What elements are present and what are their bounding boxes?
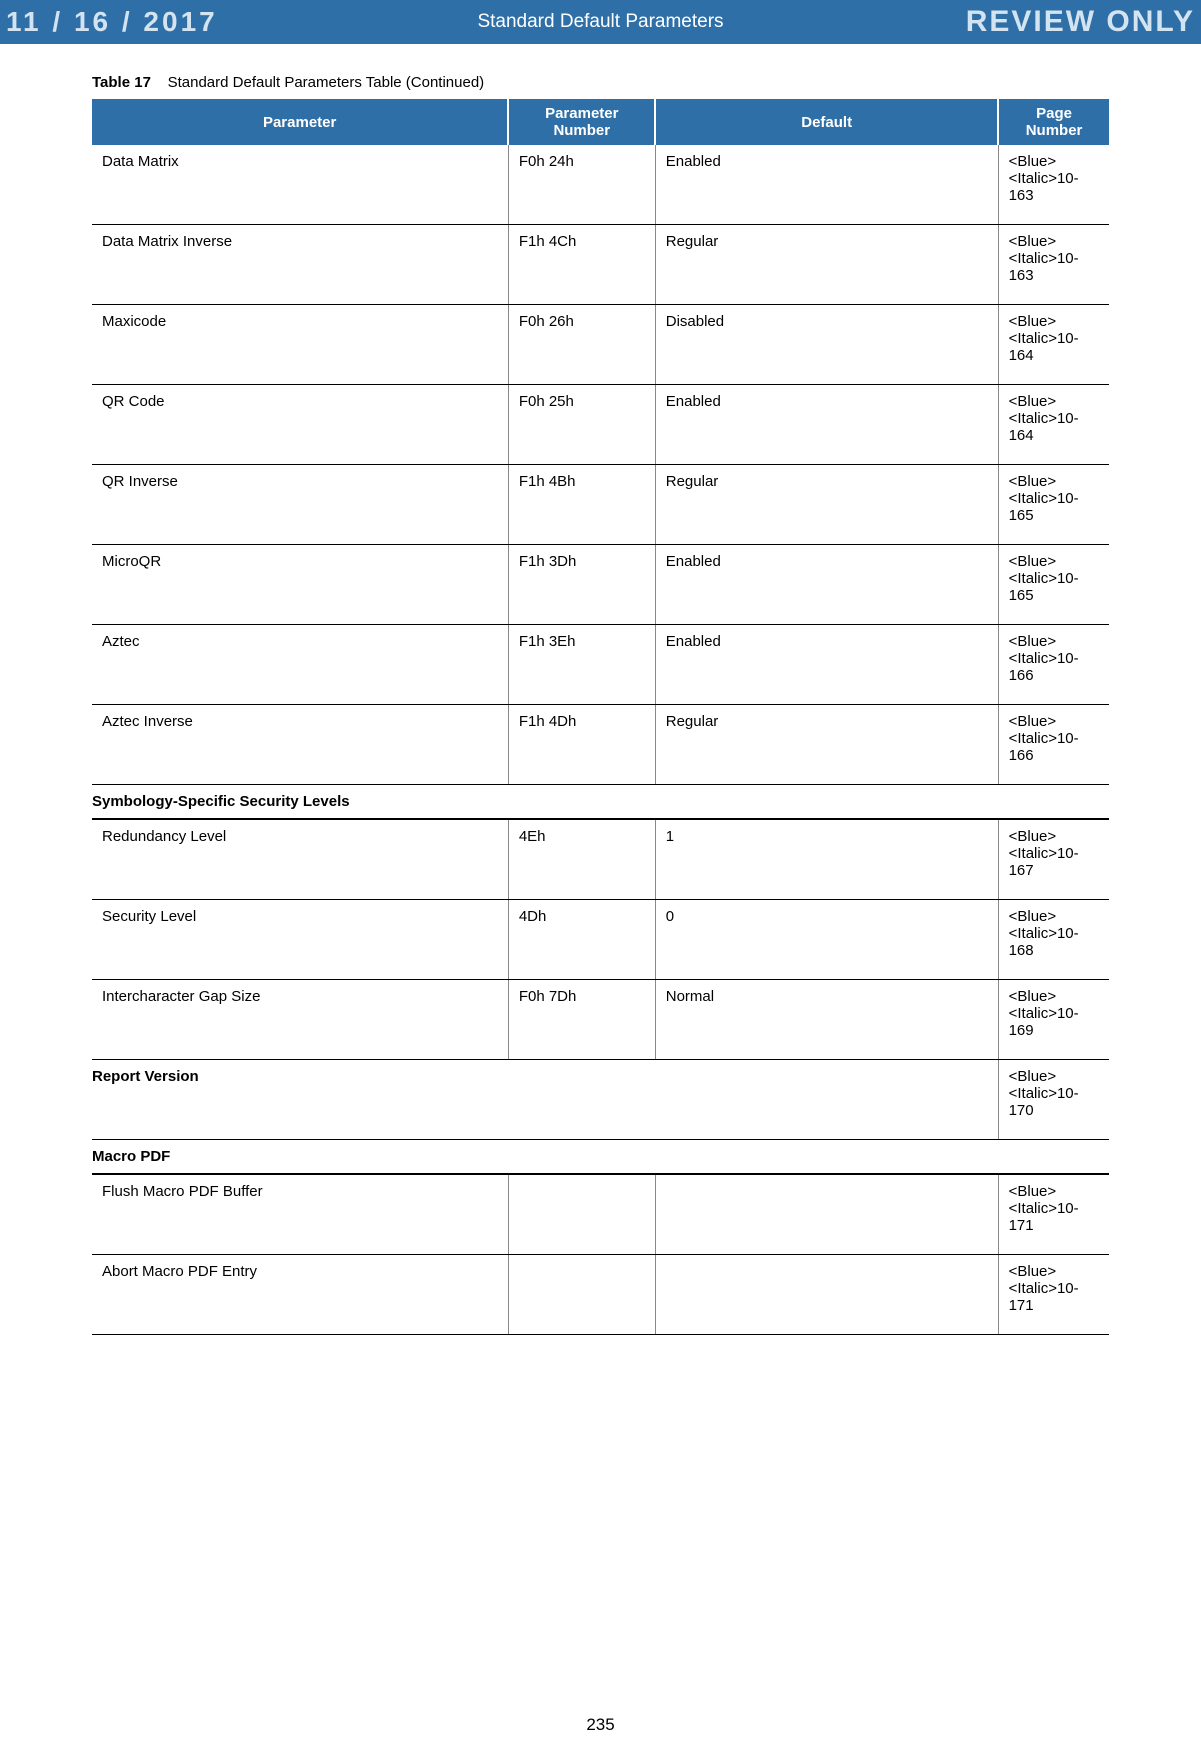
cell-default: 0 <box>655 900 998 980</box>
header-review: REVIEW ONLY <box>966 5 1201 39</box>
cell-number: F0h 24h <box>508 145 655 225</box>
parameters-table: Parameter Parameter Number Default Page … <box>92 99 1109 1335</box>
col-header-number: Parameter Number <box>508 99 655 145</box>
cell-page: <Blue><Italic>10-169 <box>998 980 1109 1060</box>
cell-parameter: QR Inverse <box>92 465 508 545</box>
cell-default: 1 <box>655 819 998 900</box>
cell-parameter: Redundancy Level <box>92 819 508 900</box>
cell-default <box>655 1255 998 1335</box>
cell-number: F1h 4Ch <box>508 225 655 305</box>
table-row: Report Version<Blue><Italic>10-170 <box>92 1060 1109 1140</box>
cell-page: <Blue><Italic>10-166 <box>998 625 1109 705</box>
page-number: 235 <box>0 1715 1201 1755</box>
table-row: Security Level4Dh0<Blue><Italic>10-168 <box>92 900 1109 980</box>
table-row: Data MatrixF0h 24hEnabled<Blue><Italic>1… <box>92 145 1109 225</box>
caption-text: Standard Default Parameters Table (Conti… <box>168 74 485 91</box>
cell-number <box>508 1255 655 1335</box>
col-header-default: Default <box>655 99 998 145</box>
cell-number: 4Dh <box>508 900 655 980</box>
table-row: Symbology-Specific Security Levels <box>92 785 1109 820</box>
cell-page: <Blue><Italic>10-166 <box>998 705 1109 785</box>
table-row: Abort Macro PDF Entry <Blue><Italic>10-17… <box>92 1255 1109 1335</box>
cell-number: F0h 7Dh <box>508 980 655 1060</box>
cell-default: Enabled <box>655 145 998 225</box>
cell-parameter: Aztec <box>92 625 508 705</box>
cell-page: <Blue><Italic>10-171 <box>998 1255 1109 1335</box>
cell-page: <Blue><Italic>10-165 <box>998 465 1109 545</box>
cell-page: <Blue><Italic>10-167 <box>998 819 1109 900</box>
cell-page: <Blue><Italic>10-164 <box>998 385 1109 465</box>
table-row: Aztec InverseF1h 4DhRegular<Blue><Italic… <box>92 705 1109 785</box>
cell-parameter: Data Matrix Inverse <box>92 225 508 305</box>
cell-number: F1h 3Dh <box>508 545 655 625</box>
table-row: Redundancy Level4Eh1<Blue><Italic>10-167 <box>92 819 1109 900</box>
cell-parameter: Flush Macro PDF Buffer <box>92 1174 508 1255</box>
cell-parameter: Intercharacter Gap Size <box>92 980 508 1060</box>
cell-page: <Blue><Italic>10-165 <box>998 545 1109 625</box>
cell-default: Regular <box>655 465 998 545</box>
cell-page: <Blue><Italic>10-171 <box>998 1174 1109 1255</box>
cell-number: F1h 4Dh <box>508 705 655 785</box>
cell-number <box>508 1174 655 1255</box>
table-row: QR CodeF0h 25hEnabled<Blue><Italic>10-16… <box>92 385 1109 465</box>
cell-parameter: Maxicode <box>92 305 508 385</box>
table-row: Macro PDF <box>92 1140 1109 1175</box>
cell-default: Normal <box>655 980 998 1060</box>
cell-page: <Blue><Italic>10-163 <box>998 225 1109 305</box>
cell-page: <Blue><Italic>10-170 <box>998 1060 1109 1140</box>
table-row: Data Matrix InverseF1h 4ChRegular<Blue><… <box>92 225 1109 305</box>
header-title: Standard Default Parameters <box>477 11 723 33</box>
cell-default: Enabled <box>655 625 998 705</box>
cell-parameter: Report Version <box>92 1060 998 1140</box>
table-row: QR InverseF1h 4BhRegular<Blue><Italic>10… <box>92 465 1109 545</box>
cell-page: <Blue><Italic>10-168 <box>998 900 1109 980</box>
cell-default: Enabled <box>655 545 998 625</box>
cell-default: Regular <box>655 225 998 305</box>
table-caption: Table 17 Standard Default Parameters Tab… <box>92 74 1109 91</box>
cell-default <box>655 1174 998 1255</box>
col-header-parameter: Parameter <box>92 99 508 145</box>
cell-default: Enabled <box>655 385 998 465</box>
table-header-row: Parameter Parameter Number Default Page … <box>92 99 1109 145</box>
cell-number: F0h 25h <box>508 385 655 465</box>
table-row: Intercharacter Gap SizeF0h 7DhNormal<Blu… <box>92 980 1109 1060</box>
cell-parameter: Security Level <box>92 900 508 980</box>
cell-number: F0h 26h <box>508 305 655 385</box>
cell-parameter: MicroQR <box>92 545 508 625</box>
section-title: Macro PDF <box>92 1140 1109 1175</box>
table-row: AztecF1h 3EhEnabled<Blue><Italic>10-166 <box>92 625 1109 705</box>
cell-parameter: Aztec Inverse <box>92 705 508 785</box>
col-header-page: Page Number <box>998 99 1109 145</box>
table-row: MicroQRF1h 3DhEnabled<Blue><Italic>10-16… <box>92 545 1109 625</box>
cell-parameter: Data Matrix <box>92 145 508 225</box>
content-area: Table 17 Standard Default Parameters Tab… <box>0 44 1201 1335</box>
cell-number: F1h 3Eh <box>508 625 655 705</box>
cell-default: Regular <box>655 705 998 785</box>
cell-page: <Blue><Italic>10-164 <box>998 305 1109 385</box>
header-date: 11 / 16 / 2017 <box>0 6 218 38</box>
cell-parameter: Abort Macro PDF Entry <box>92 1255 508 1335</box>
cell-page: <Blue><Italic>10-163 <box>998 145 1109 225</box>
table-row: MaxicodeF0h 26hDisabled<Blue><Italic>10-… <box>92 305 1109 385</box>
header-bar: 11 / 16 / 2017 Standard Default Paramete… <box>0 0 1201 44</box>
section-title: Symbology-Specific Security Levels <box>92 785 1109 820</box>
caption-label: Table 17 <box>92 74 151 91</box>
cell-number: 4Eh <box>508 819 655 900</box>
cell-number: F1h 4Bh <box>508 465 655 545</box>
table-row: Flush Macro PDF Buffer <Blue><Italic>10-1… <box>92 1174 1109 1255</box>
cell-default: Disabled <box>655 305 998 385</box>
cell-parameter: QR Code <box>92 385 508 465</box>
